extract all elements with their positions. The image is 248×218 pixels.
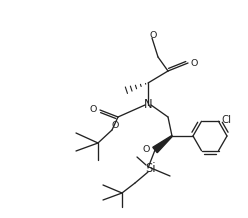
Text: O: O: [111, 121, 119, 131]
Text: O: O: [149, 31, 157, 39]
Text: Cl: Cl: [221, 115, 231, 125]
Polygon shape: [153, 136, 172, 153]
Text: Si: Si: [145, 162, 155, 174]
Text: O: O: [143, 145, 150, 155]
Text: N: N: [144, 99, 152, 111]
Text: O: O: [190, 58, 198, 68]
Text: O: O: [89, 106, 97, 114]
